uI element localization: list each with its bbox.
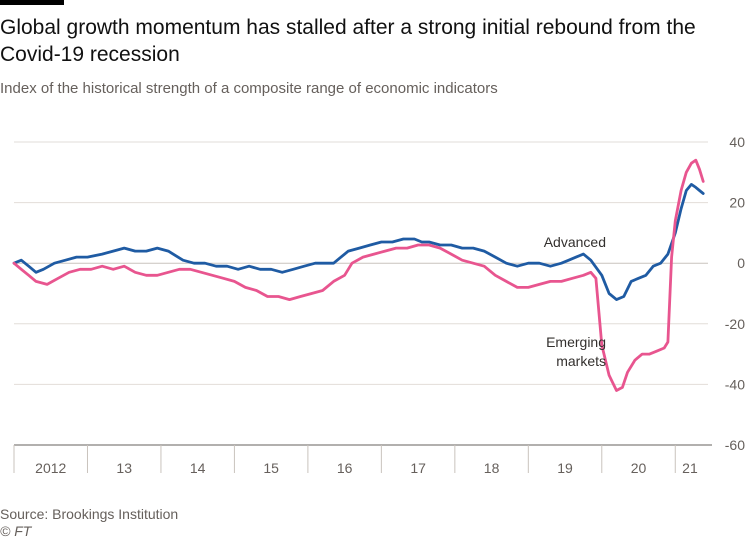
x-axis: 2012 13 14 15 16 17 18 19 20 21 [13,444,712,476]
emerging-markets-label: Emerging markets [546,334,606,369]
series-labels: Advanced Emerging markets [544,234,606,369]
x-tick-label: 17 [410,460,426,476]
chart-title: Global growth momentum has stalled after… [0,16,696,66]
x-tick-label: 13 [116,460,132,476]
line-chart: 2012 13 14 15 16 17 18 19 20 21 40 20 0 -20 -40 -60 Ad… [12,134,745,476]
y-axis-labels: 40 20 0 -20 -40 -60 [725,134,745,453]
series-lines [12,158,705,392]
y-tick-label: -40 [725,376,745,392]
y-tick-label: -60 [725,437,745,453]
chart-subtitle: Index of the historical strength of a co… [0,80,498,97]
gridlines [14,141,708,446]
ft-brand-bar [0,0,64,5]
x-tick-label: 20 [631,460,647,476]
y-tick-label: 40 [729,134,745,150]
copyright-credit: © FT [0,523,32,539]
x-tick-label: 15 [263,460,279,476]
advanced-series-line [12,183,705,302]
x-tick-label: 19 [557,460,573,476]
advanced-label: Advanced [544,234,606,250]
y-tick-label: 20 [729,195,745,211]
x-tick-label: 2012 [35,460,66,476]
source-note: Source: Brookings Institution [0,506,179,522]
emerging-markets-series-line [12,158,705,392]
x-tick-label: 21 [682,460,698,476]
x-tick-label: 18 [484,460,500,476]
x-tick-label: 14 [190,460,206,476]
y-tick-label: 0 [737,255,745,271]
y-tick-label: -20 [725,316,745,332]
x-tick-label: 16 [337,460,353,476]
